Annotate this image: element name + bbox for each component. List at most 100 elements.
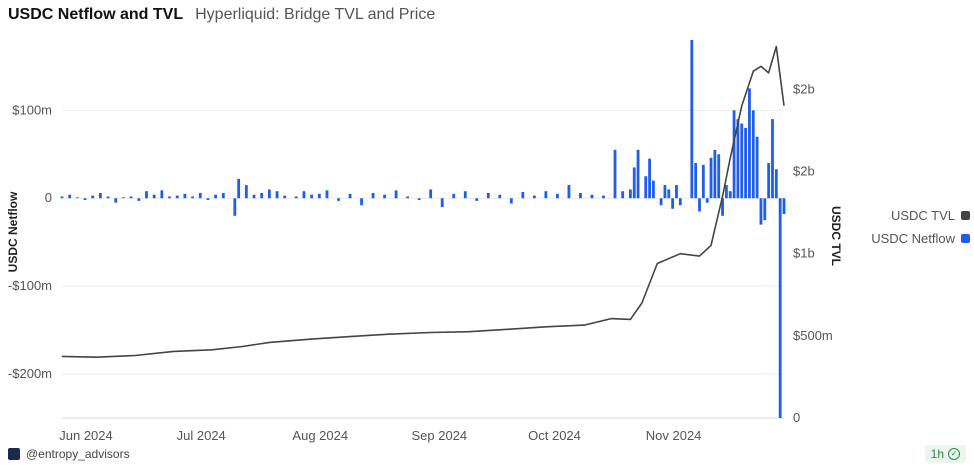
- y-right-tick-label: $2b: [793, 163, 815, 178]
- netflow-bar: [705, 198, 709, 203]
- netflow-bar: [371, 192, 375, 199]
- y-left-tick-label: -$200m: [8, 366, 52, 381]
- netflow-bar: [763, 198, 767, 221]
- footer-attribution: @entropy_advisors: [8, 447, 130, 461]
- netflow-bar: [137, 198, 141, 201]
- x-tick-label: Sep 2024: [411, 428, 467, 443]
- netflow-bar: [152, 194, 156, 199]
- netflow-bar: [214, 194, 218, 199]
- x-tick-label: Jun 2024: [59, 428, 113, 443]
- netflow-bar: [521, 192, 525, 199]
- y-left-tick-label: 0: [45, 190, 52, 205]
- netflow-bar: [544, 191, 548, 199]
- netflow-bar: [509, 198, 513, 204]
- netflow-bar: [567, 185, 571, 199]
- netflow-bar: [233, 198, 237, 216]
- netflow-bar: [168, 196, 171, 199]
- netflow-bar: [713, 149, 717, 199]
- netflow-bar: [755, 136, 759, 199]
- netflow-bar: [556, 193, 559, 199]
- netflow-bar: [60, 196, 64, 199]
- netflow-bar: [751, 110, 755, 199]
- netflow-bar: [221, 192, 225, 199]
- netflow-bar: [417, 198, 421, 200]
- netflow-bar: [628, 189, 632, 199]
- chart-title: USDC Netflow and TVL: [8, 6, 184, 23]
- netflow-bar: [663, 185, 667, 199]
- netflow-bar: [267, 189, 271, 199]
- netflow-bar: [767, 163, 771, 199]
- netflow-bar: [532, 195, 536, 199]
- netflow-bar: [175, 195, 179, 199]
- netflow-bar: [675, 185, 678, 199]
- footer-handle[interactable]: @entropy_advisors: [26, 447, 130, 461]
- x-tick-label: Aug 2024: [292, 428, 348, 443]
- netflow-bar: [721, 198, 724, 216]
- netflow-bar: [129, 196, 133, 199]
- netflow-bar: [283, 195, 287, 199]
- y-right-axis-title: USDC TVL: [829, 206, 843, 266]
- netflow-bar: [337, 198, 340, 201]
- netflow-bar: [632, 167, 636, 199]
- netflow-bar: [709, 157, 713, 199]
- netflow-bar: [294, 196, 298, 199]
- netflow-bar: [463, 191, 467, 199]
- netflow-bar: [302, 191, 306, 199]
- netflow-bar: [99, 192, 102, 199]
- netflow-bar: [244, 185, 248, 199]
- netflow-bar: [317, 193, 321, 199]
- netflow-bar: [748, 88, 751, 199]
- netflow-bar: [613, 149, 617, 199]
- y-right-tick-label: $500m: [793, 328, 833, 343]
- netflow-bar: [701, 164, 705, 199]
- netflow-bar: [325, 190, 329, 199]
- netflow-bar: [406, 196, 410, 199]
- netflow-bar: [91, 195, 95, 199]
- netflow-bar: [145, 191, 148, 199]
- legend-swatch-tvl: [961, 211, 970, 220]
- x-tick-label: Jul 2024: [177, 428, 226, 443]
- netflow-bar: [114, 198, 118, 203]
- tvl-line: [61, 45, 785, 358]
- netflow-bar: [252, 194, 256, 199]
- netflow-bar: [671, 198, 675, 209]
- netflow-bar: [160, 190, 164, 199]
- y-left-tick-label: $100m: [12, 102, 52, 117]
- netflow-bar: [383, 194, 386, 199]
- chart-header: USDC Netflow and TVL Hyperliquid: Bridge…: [8, 6, 435, 24]
- netflow-bar: [275, 191, 279, 199]
- netflow-bar: [68, 194, 72, 199]
- netflow-bar: [774, 169, 778, 199]
- netflow-bar: [310, 194, 314, 199]
- legend-item-netflow[interactable]: USDC Netflow: [860, 231, 970, 246]
- netflow-bar: [732, 110, 736, 199]
- netflow-bar: [667, 189, 671, 199]
- netflow-bar: [648, 158, 651, 199]
- y-right-tick-label: $1b: [793, 246, 815, 261]
- netflow-bar: [740, 123, 744, 199]
- netflow-bar: [644, 176, 648, 199]
- check-circle-icon: ✓: [948, 448, 960, 460]
- netflow-bar: [728, 191, 732, 199]
- netflow-bar: [636, 149, 640, 199]
- x-tick-label: Nov 2024: [646, 428, 702, 443]
- refresh-interval: 1h: [930, 447, 944, 461]
- netflow-bar: [348, 193, 352, 199]
- netflow-bar: [475, 198, 479, 201]
- netflow-bar: [191, 196, 194, 199]
- netflow-bar: [206, 198, 210, 200]
- netflow-bar: [183, 193, 187, 199]
- y-right-tick-label: 0: [793, 410, 800, 425]
- netflow-bar: [106, 196, 110, 199]
- netflow-bar: [717, 154, 721, 199]
- netflow-bar: [724, 185, 728, 199]
- netflow-bar: [652, 180, 655, 199]
- netflow-bar: [659, 198, 663, 206]
- netflow-bar: [698, 198, 701, 212]
- netflow-bar: [83, 198, 87, 200]
- legend-item-tvl[interactable]: USDC TVL: [860, 208, 970, 223]
- netflow-bar: [198, 192, 202, 199]
- chart-subtitle: Hyperliquid: Bridge TVL and Price: [195, 6, 436, 23]
- refresh-badge[interactable]: 1h ✓: [924, 445, 966, 463]
